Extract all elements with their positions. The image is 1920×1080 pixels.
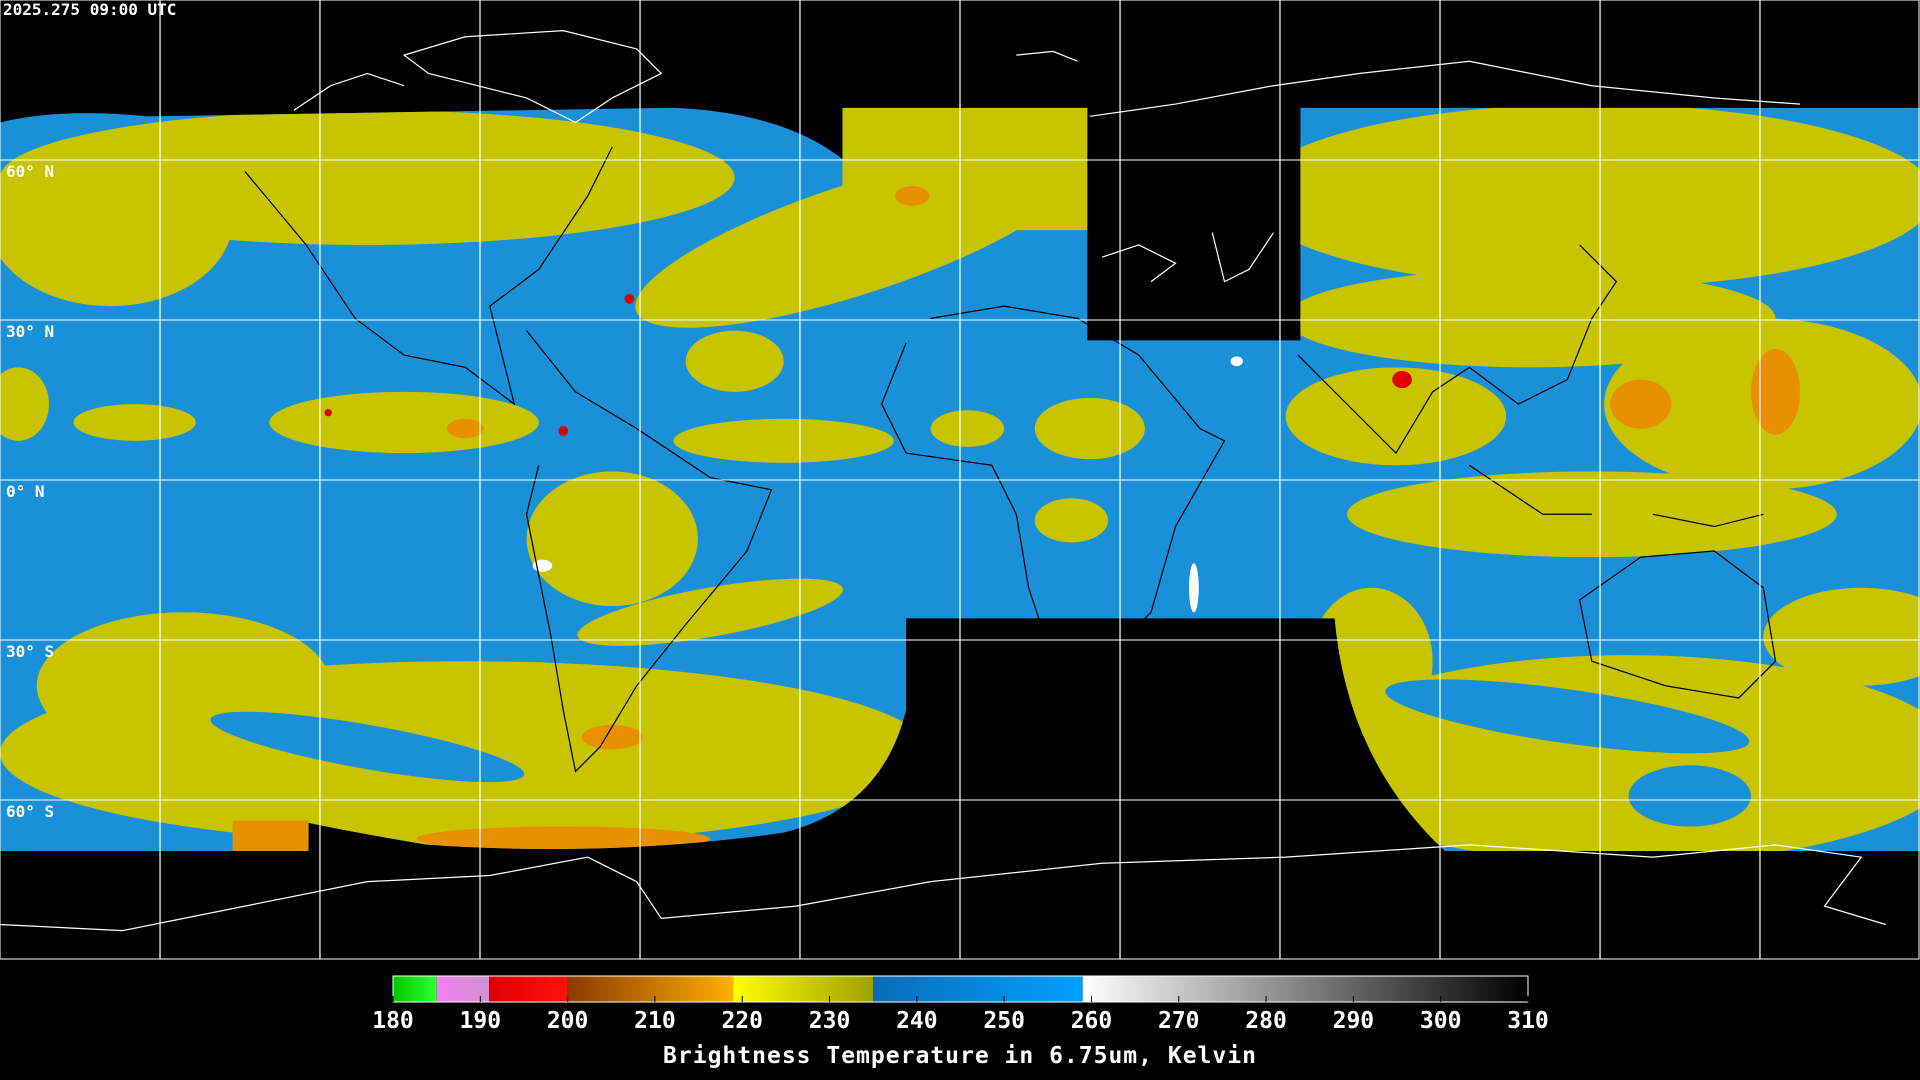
- colorbar-segment: [567, 976, 734, 1002]
- colorbar-segment: [436, 976, 490, 1002]
- colorbar-tick-label: 220: [721, 1008, 763, 1034]
- colorbar-tick-label: 190: [460, 1008, 502, 1034]
- colorbar-segment: [489, 976, 568, 1002]
- satellite-imagery: [0, 0, 1920, 959]
- colorbar-tick-label: 310: [1507, 1008, 1549, 1034]
- colorbar-segment: [733, 976, 874, 1002]
- colorbar-tick-label: 290: [1333, 1008, 1375, 1034]
- colorbar-title: Brightness Temperature in 6.75um, Kelvin: [663, 1043, 1257, 1069]
- colorbar-tick-label: 240: [896, 1008, 938, 1034]
- latitude-label: 60° S: [6, 802, 54, 821]
- colorbar-tick-label: 200: [547, 1008, 589, 1034]
- latitude-label: 30° S: [6, 642, 54, 661]
- colorbar-segment: [873, 976, 1083, 1002]
- colorbar-tick-label: 230: [809, 1008, 851, 1034]
- latitude-grid: 60° N 30° N 0° N 30° S 60° S: [0, 159, 1920, 821]
- colorbar-tick-label: 300: [1420, 1008, 1462, 1034]
- latitude-label: 0° N: [6, 482, 45, 501]
- colorbar-tick-label: 250: [983, 1008, 1025, 1034]
- timestamp: 2025.275 09:00 UTC: [3, 0, 176, 19]
- colorbar-frame: [392, 975, 1529, 1003]
- cold-cloud-tops: [232, 186, 1801, 852]
- coastlines: [0, 29, 1886, 932]
- latitude-label: 60° N: [6, 162, 54, 181]
- colorbar-segment: [1082, 976, 1528, 1002]
- colorbar-tick-label: 280: [1245, 1008, 1287, 1034]
- colorbar-tick-label: 210: [634, 1008, 676, 1034]
- colorbar-tick-label: 260: [1071, 1008, 1113, 1034]
- warm-dry-spots: [532, 356, 1243, 613]
- latitude-label: 30° N: [6, 322, 54, 341]
- dry-slots: [210, 679, 1752, 827]
- colorbar-tick-label: 270: [1158, 1008, 1200, 1034]
- deep-convection: [324, 293, 1412, 436]
- colorbar-tick-label: 180: [372, 1008, 414, 1034]
- colorbar-segment: [393, 976, 437, 1002]
- water-vapor-moist: [0, 107, 1920, 852]
- colorbar: 180 190 200 210 220 230 240 250 260 270 280 290 300 3…: [372, 975, 1549, 1034]
